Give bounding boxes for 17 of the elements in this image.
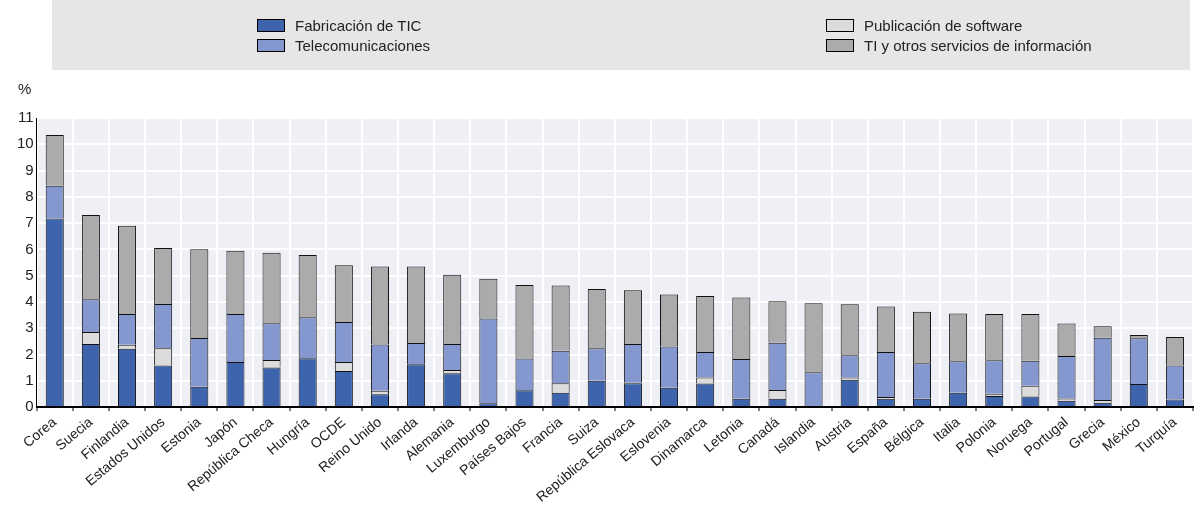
y-tick-label: 11 bbox=[18, 108, 34, 126]
legend-label: Fabricación de TIC bbox=[295, 16, 422, 34]
legend-label: Publicación de software bbox=[864, 16, 1023, 34]
y-tick-label: 0 bbox=[25, 397, 34, 415]
y-tick-label: 5 bbox=[25, 265, 34, 283]
y-tick-label: 3 bbox=[25, 318, 34, 336]
y-tick-label: 8 bbox=[25, 186, 34, 204]
y-tick-label: 6 bbox=[25, 239, 34, 257]
legend-label: TI y otros servicios de información bbox=[864, 36, 1092, 54]
legend-label: Telecomunicaciones bbox=[295, 36, 431, 54]
y-tick-label: 10 bbox=[17, 134, 34, 152]
y-tick-label: 1 bbox=[25, 370, 34, 388]
y-tick-label: 7 bbox=[25, 213, 34, 231]
y-tick-label: 9 bbox=[25, 160, 34, 178]
y-axis-title: % bbox=[18, 80, 32, 97]
y-tick-label: 4 bbox=[25, 292, 34, 310]
y-tick-label: 2 bbox=[25, 344, 34, 362]
